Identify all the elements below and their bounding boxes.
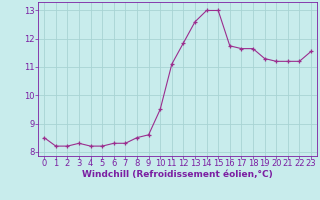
X-axis label: Windchill (Refroidissement éolien,°C): Windchill (Refroidissement éolien,°C): [82, 170, 273, 179]
